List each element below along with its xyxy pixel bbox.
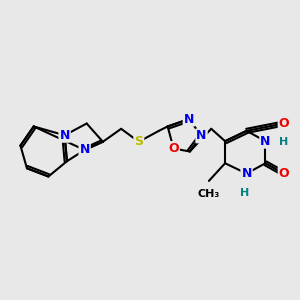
Text: N: N: [184, 112, 194, 126]
Text: N: N: [80, 143, 90, 157]
Text: S: S: [134, 135, 143, 148]
Text: H: H: [279, 137, 289, 147]
Text: O: O: [279, 117, 289, 130]
Text: N: N: [196, 129, 207, 142]
Text: N: N: [59, 129, 70, 142]
Text: N: N: [242, 167, 252, 180]
Text: O: O: [279, 167, 289, 180]
Text: CH₃: CH₃: [198, 189, 220, 199]
Text: H: H: [240, 188, 249, 198]
Text: N: N: [260, 135, 271, 148]
Text: O: O: [168, 142, 179, 155]
